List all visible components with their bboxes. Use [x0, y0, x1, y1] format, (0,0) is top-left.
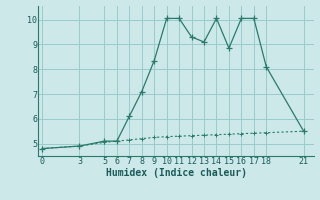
X-axis label: Humidex (Indice chaleur): Humidex (Indice chaleur) [106, 168, 246, 178]
